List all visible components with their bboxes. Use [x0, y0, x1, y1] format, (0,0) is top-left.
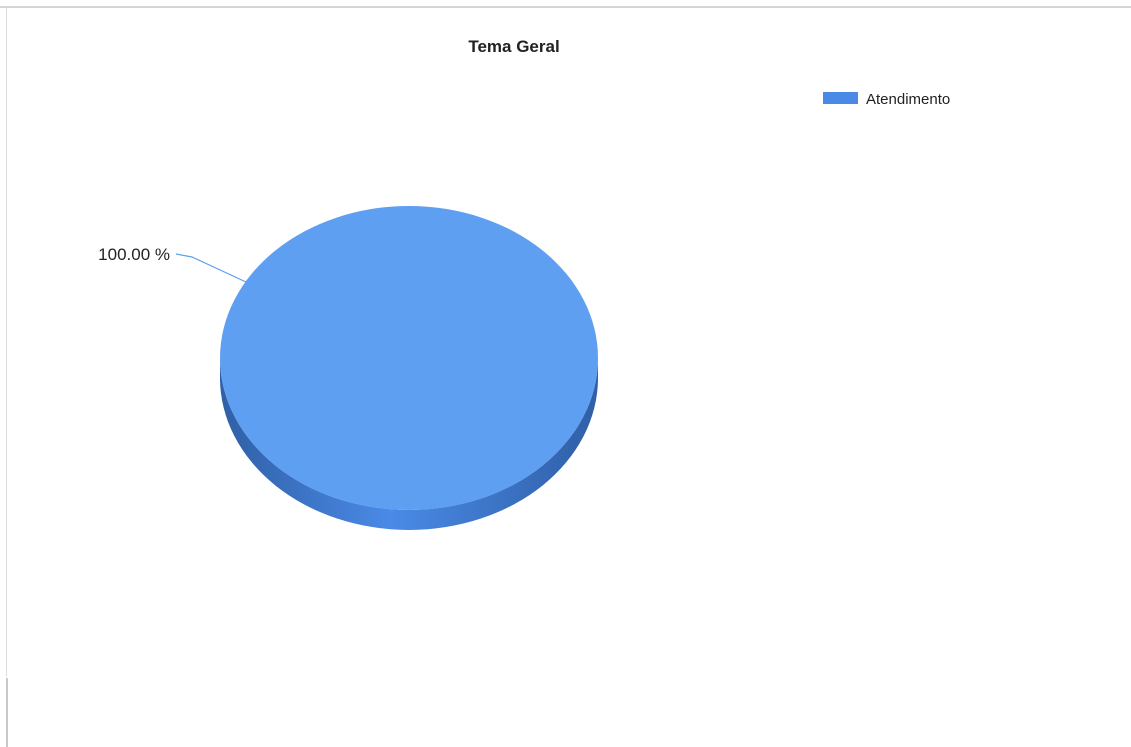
- legend-label-atendimento: Atendimento: [866, 91, 950, 108]
- pie-group: [220, 206, 598, 530]
- legend: Atendimento: [823, 91, 950, 108]
- slice-label-atendimento: 100.00 %: [98, 245, 170, 264]
- legend-swatch-atendimento: [823, 92, 858, 104]
- slice-label-leader: [176, 254, 246, 282]
- chart-title: Tema Geral: [468, 37, 559, 56]
- pie-slice-atendimento[interactable]: [220, 206, 598, 510]
